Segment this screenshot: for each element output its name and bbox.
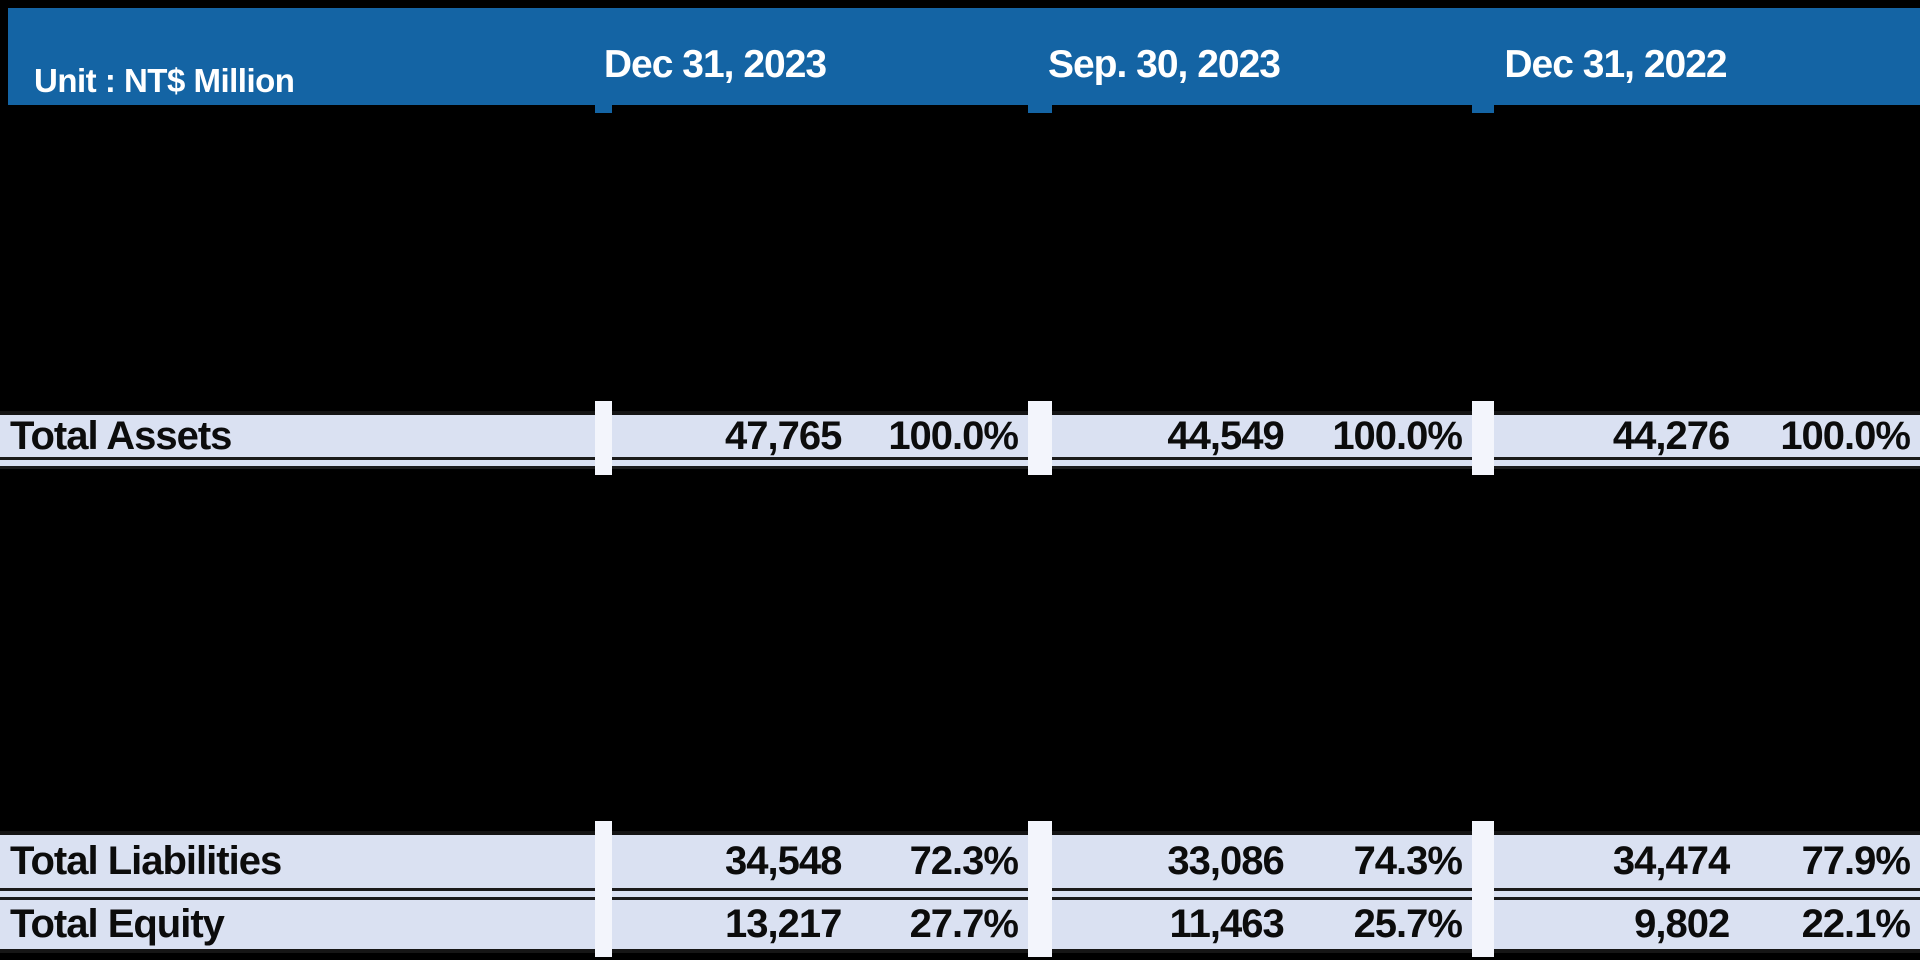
amount-cell: 11,463 [1169,902,1285,946]
header-separator-tab [595,105,612,113]
amount-cell: 9,802 [1634,902,1730,946]
double-underline [0,888,1920,900]
percent-cell: 100.0% [1780,413,1911,458]
col-group-sep-30-2023: 33,086 74.3% [1052,839,1472,884]
percent-cell: 22.1% [1801,902,1911,946]
percent-cell: 100.0% [1332,413,1463,458]
row-label: Total Equity [10,902,225,946]
table-header: Unit : NT$ Million Dec 31, 2023 Sep. 30,… [8,8,1920,105]
header-separator-tab [1472,105,1494,113]
percent-cell: 77.9% [1801,839,1911,883]
table-row-total-liabilities: Total Liabilities 34,548 72.3% 33,086 74… [0,831,1920,900]
amount-cell: 44,276 [1612,413,1730,458]
col-group-dec-31-2023: 34,548 72.3% [612,839,1028,884]
percent-cell: 25.7% [1353,902,1463,946]
col-group-dec-31-2022: 34,474 77.9% [1494,839,1920,884]
col-group-dec-31-2023: 13,217 27.7% [612,902,1028,947]
col-group-dec-31-2023: 47,765 100.0% [612,414,1028,459]
col-group-sep-30-2023: 44,549 100.0% [1052,414,1472,459]
row-label: Total Assets [10,413,232,458]
header-separator-tab [1028,105,1052,113]
table-row-total-equity: Total Equity 13,217 27.7% 11,463 25.7% 9… [0,900,1920,953]
row-top-border [0,831,1920,835]
column-header-sep-30-2023: Sep. 30, 2023 [1047,43,1281,86]
redacted-region-liabilities-detail [0,475,1920,821]
column-separator [1472,401,1494,475]
amount-cell: 34,474 [1612,839,1730,883]
column-separator [1028,821,1052,957]
amount-cell: 44,549 [1167,413,1284,458]
column-separator [595,401,612,475]
column-header-dec-31-2022: Dec 31, 2022 [1504,43,1727,86]
table-row-total-assets: Total Assets 47,765 100.0% 44,549 100.0%… [0,411,1920,469]
column-header-dec-31-2023: Dec 31, 2023 [603,43,827,86]
percent-cell: 72.3% [909,839,1019,883]
double-underline [0,457,1920,469]
row-label: Total Liabilities [10,839,282,883]
col-group-dec-31-2022: 9,802 22.1% [1494,902,1920,947]
column-separator [1472,821,1494,957]
row-top-border [0,411,1920,415]
row-bottom-border [0,949,1920,953]
percent-cell: 27.7% [909,902,1019,946]
column-separator [595,821,612,957]
amount-cell: 47,765 [725,413,842,458]
amount-cell: 13,217 [725,902,842,946]
percent-cell: 100.0% [888,413,1019,458]
unit-label: Unit : NT$ Million [34,62,295,99]
amount-cell: 34,548 [725,839,842,883]
redacted-region-assets-detail [0,113,1920,401]
col-group-sep-30-2023: 11,463 25.7% [1052,902,1472,947]
col-group-dec-31-2022: 44,276 100.0% [1494,414,1920,459]
amount-cell: 33,086 [1167,839,1284,883]
column-separator [1028,401,1052,475]
percent-cell: 74.3% [1353,839,1463,883]
